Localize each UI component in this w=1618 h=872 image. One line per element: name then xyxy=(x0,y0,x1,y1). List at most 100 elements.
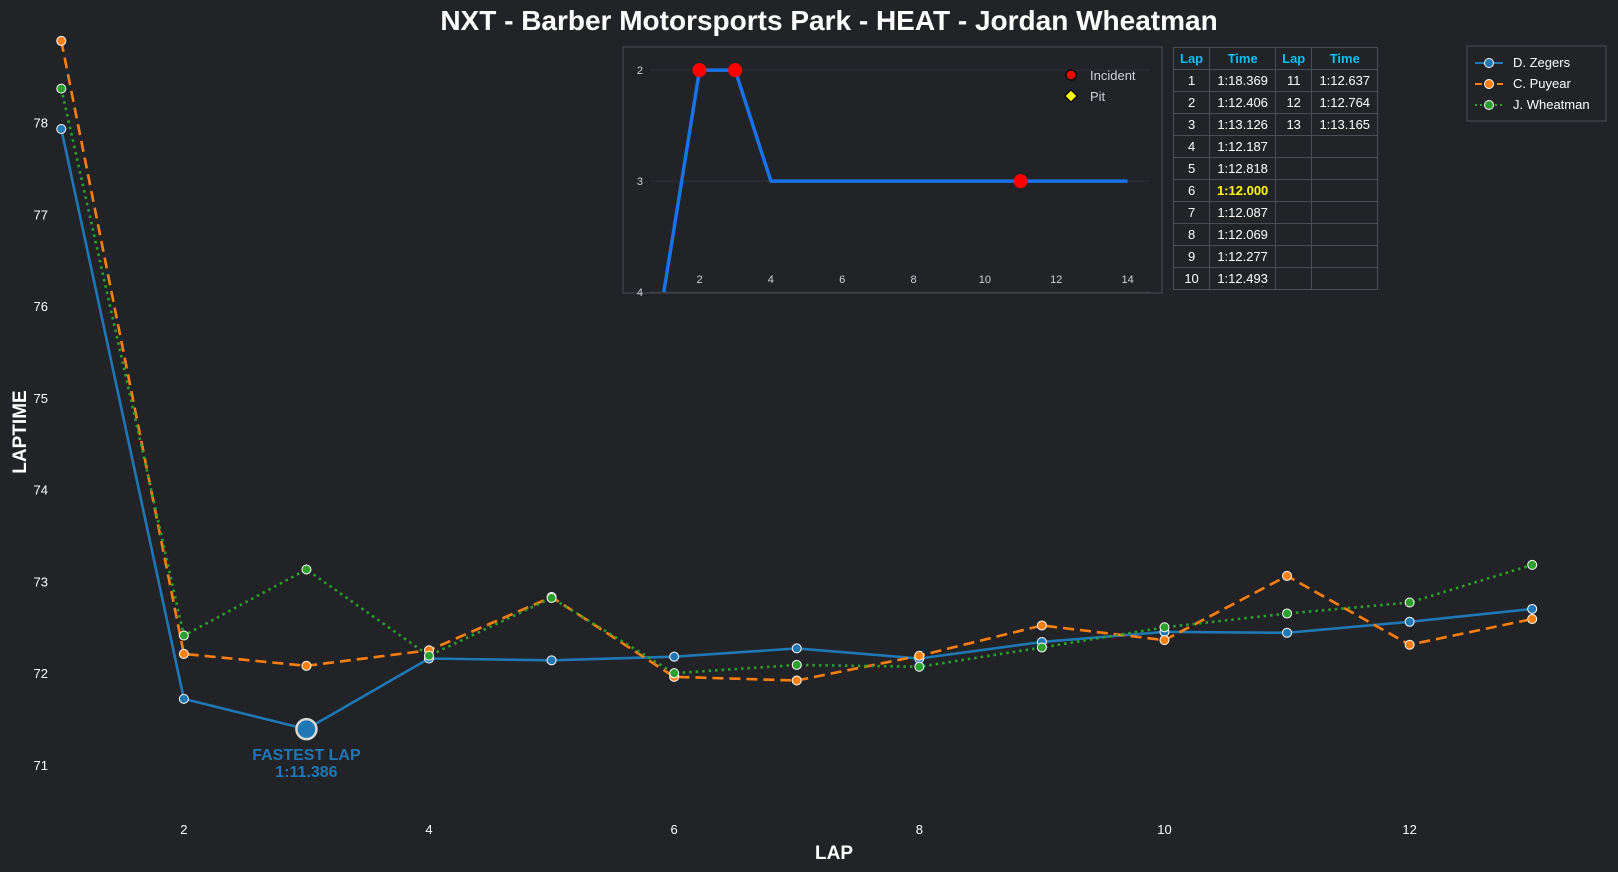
inset-x-tick-label: 12 xyxy=(1050,274,1062,286)
y-tick-label: 76 xyxy=(34,299,48,314)
inset-frame xyxy=(622,46,1163,294)
time-cell xyxy=(1311,245,1379,268)
lap-cell: 7 xyxy=(1172,201,1211,224)
header-time-2: Time xyxy=(1311,47,1379,70)
data-point xyxy=(1282,627,1293,638)
data-point xyxy=(56,35,67,46)
data-point xyxy=(178,630,189,641)
y-axis-label: LAPTIME xyxy=(10,390,31,473)
lap-cell: 13 xyxy=(1275,113,1313,136)
inset-legend: Incident Pit xyxy=(1064,68,1136,104)
y-tick-label: 74 xyxy=(34,483,48,498)
y-tick-label: 72 xyxy=(34,666,48,681)
y-tick-label: 75 xyxy=(34,391,48,406)
inset-y-tick-labels: 2 3 4 xyxy=(637,65,643,299)
header-lap-2: Lap xyxy=(1275,47,1313,70)
fastest-lap-marker xyxy=(295,717,318,741)
lap-cell: 5 xyxy=(1172,157,1211,180)
legend-label-puyear: C. Puyear xyxy=(1513,76,1571,91)
legend-marker-puyear xyxy=(1484,79,1494,89)
lap-cell: 10 xyxy=(1172,267,1211,290)
fastest-lap-value: 1:11.386 xyxy=(275,764,337,781)
time-cell xyxy=(1311,179,1379,202)
data-point xyxy=(301,660,312,671)
time-cell: 1:12.764 xyxy=(1311,91,1379,114)
header-time-1: Time xyxy=(1209,47,1277,70)
data-point xyxy=(1282,608,1293,619)
inset-x-tick-label: 2 xyxy=(696,274,702,286)
data-point xyxy=(1036,642,1047,653)
inset-x-tick-labels: 2 4 6 8 10 12 14 xyxy=(696,274,1133,286)
lap-cell: 12 xyxy=(1275,91,1313,114)
x-tick-label: 12 xyxy=(1402,822,1416,837)
pit-legend-label: Pit xyxy=(1090,89,1106,104)
time-cell: 1:12.000 xyxy=(1209,179,1277,202)
lap-cell xyxy=(1275,267,1313,290)
table-row: 10 1:12.493 xyxy=(1172,267,1379,290)
data-point xyxy=(791,643,802,654)
data-point xyxy=(178,648,189,659)
data-point xyxy=(1527,559,1538,570)
x-tick-label: 6 xyxy=(671,822,678,837)
time-cell: 1:12.187 xyxy=(1209,135,1277,158)
incident-marker xyxy=(728,63,743,78)
lap-cell xyxy=(1275,157,1313,180)
data-point xyxy=(1404,639,1415,650)
data-point xyxy=(424,650,435,661)
data-point xyxy=(1159,622,1170,633)
data-point xyxy=(1282,570,1293,581)
inset-y-tick-label: 4 xyxy=(637,287,643,299)
table-row: 5 1:12.818 xyxy=(1172,157,1379,180)
inset-x-tick-label: 4 xyxy=(768,274,774,286)
x-tick-labels: 2 4 6 8 10 12 xyxy=(180,822,1417,837)
lap-cell: 8 xyxy=(1172,223,1211,246)
table-row: 2 1:12.406 12 1:12.764 xyxy=(1172,91,1379,114)
main-legend: D. Zegers C. Puyear J. Wheatman xyxy=(1466,45,1607,122)
data-point xyxy=(56,124,67,135)
time-cell: 1:12.818 xyxy=(1209,157,1277,180)
data-point xyxy=(301,564,312,575)
y-tick-label: 77 xyxy=(34,207,48,222)
table-row: 4 1:12.187 xyxy=(1172,135,1379,158)
time-cell xyxy=(1311,223,1379,246)
data-point xyxy=(178,693,189,704)
y-tick-label: 73 xyxy=(34,574,48,589)
data-point xyxy=(1404,597,1415,608)
lap-cell: 4 xyxy=(1172,135,1211,158)
lap-cell: 2 xyxy=(1172,91,1211,114)
lap-cell xyxy=(1275,223,1313,246)
table-row: 6 1:12.000 xyxy=(1172,179,1379,202)
header-lap-1: Lap xyxy=(1172,47,1211,70)
pit-legend-icon xyxy=(1064,89,1078,103)
table-row: 7 1:12.087 xyxy=(1172,201,1379,224)
table-header-row: Lap Time Lap Time xyxy=(1172,47,1379,70)
x-tick-label: 8 xyxy=(916,822,923,837)
x-tick-label: 4 xyxy=(425,822,432,837)
time-cell: 1:12.087 xyxy=(1209,201,1277,224)
data-point xyxy=(56,83,67,94)
position-line xyxy=(662,68,1128,293)
data-point xyxy=(1159,635,1170,646)
inset-x-tick-label: 14 xyxy=(1121,274,1133,286)
data-point xyxy=(1527,614,1538,625)
incident-legend-label: Incident xyxy=(1090,68,1136,83)
data-point xyxy=(546,655,557,666)
time-cell: 1:12.069 xyxy=(1209,223,1277,246)
x-tick-label: 10 xyxy=(1157,822,1171,837)
data-point xyxy=(669,651,680,662)
data-point xyxy=(1036,620,1047,631)
time-cell: 1:12.277 xyxy=(1209,245,1277,268)
inset-x-tick-label: 8 xyxy=(910,274,916,286)
table-row: 8 1:12.069 xyxy=(1172,223,1379,246)
inset-y-tick-label: 3 xyxy=(637,176,643,188)
time-cell xyxy=(1311,157,1379,180)
legend-label-zegers: D. Zegers xyxy=(1513,55,1571,70)
data-point xyxy=(546,592,557,603)
time-cell xyxy=(1311,201,1379,224)
legend-marker-wheatman xyxy=(1484,100,1494,110)
data-point xyxy=(914,650,925,661)
chart-title: NXT - Barber Motorsports Park - HEAT - J… xyxy=(440,5,1217,36)
fastest-lap-annotation: FASTEST LAP 1:11.386 xyxy=(252,717,361,781)
inset-y-tick-label: 2 xyxy=(637,65,643,77)
table-row: 1 1:18.369 11 1:12.637 xyxy=(1172,69,1379,92)
